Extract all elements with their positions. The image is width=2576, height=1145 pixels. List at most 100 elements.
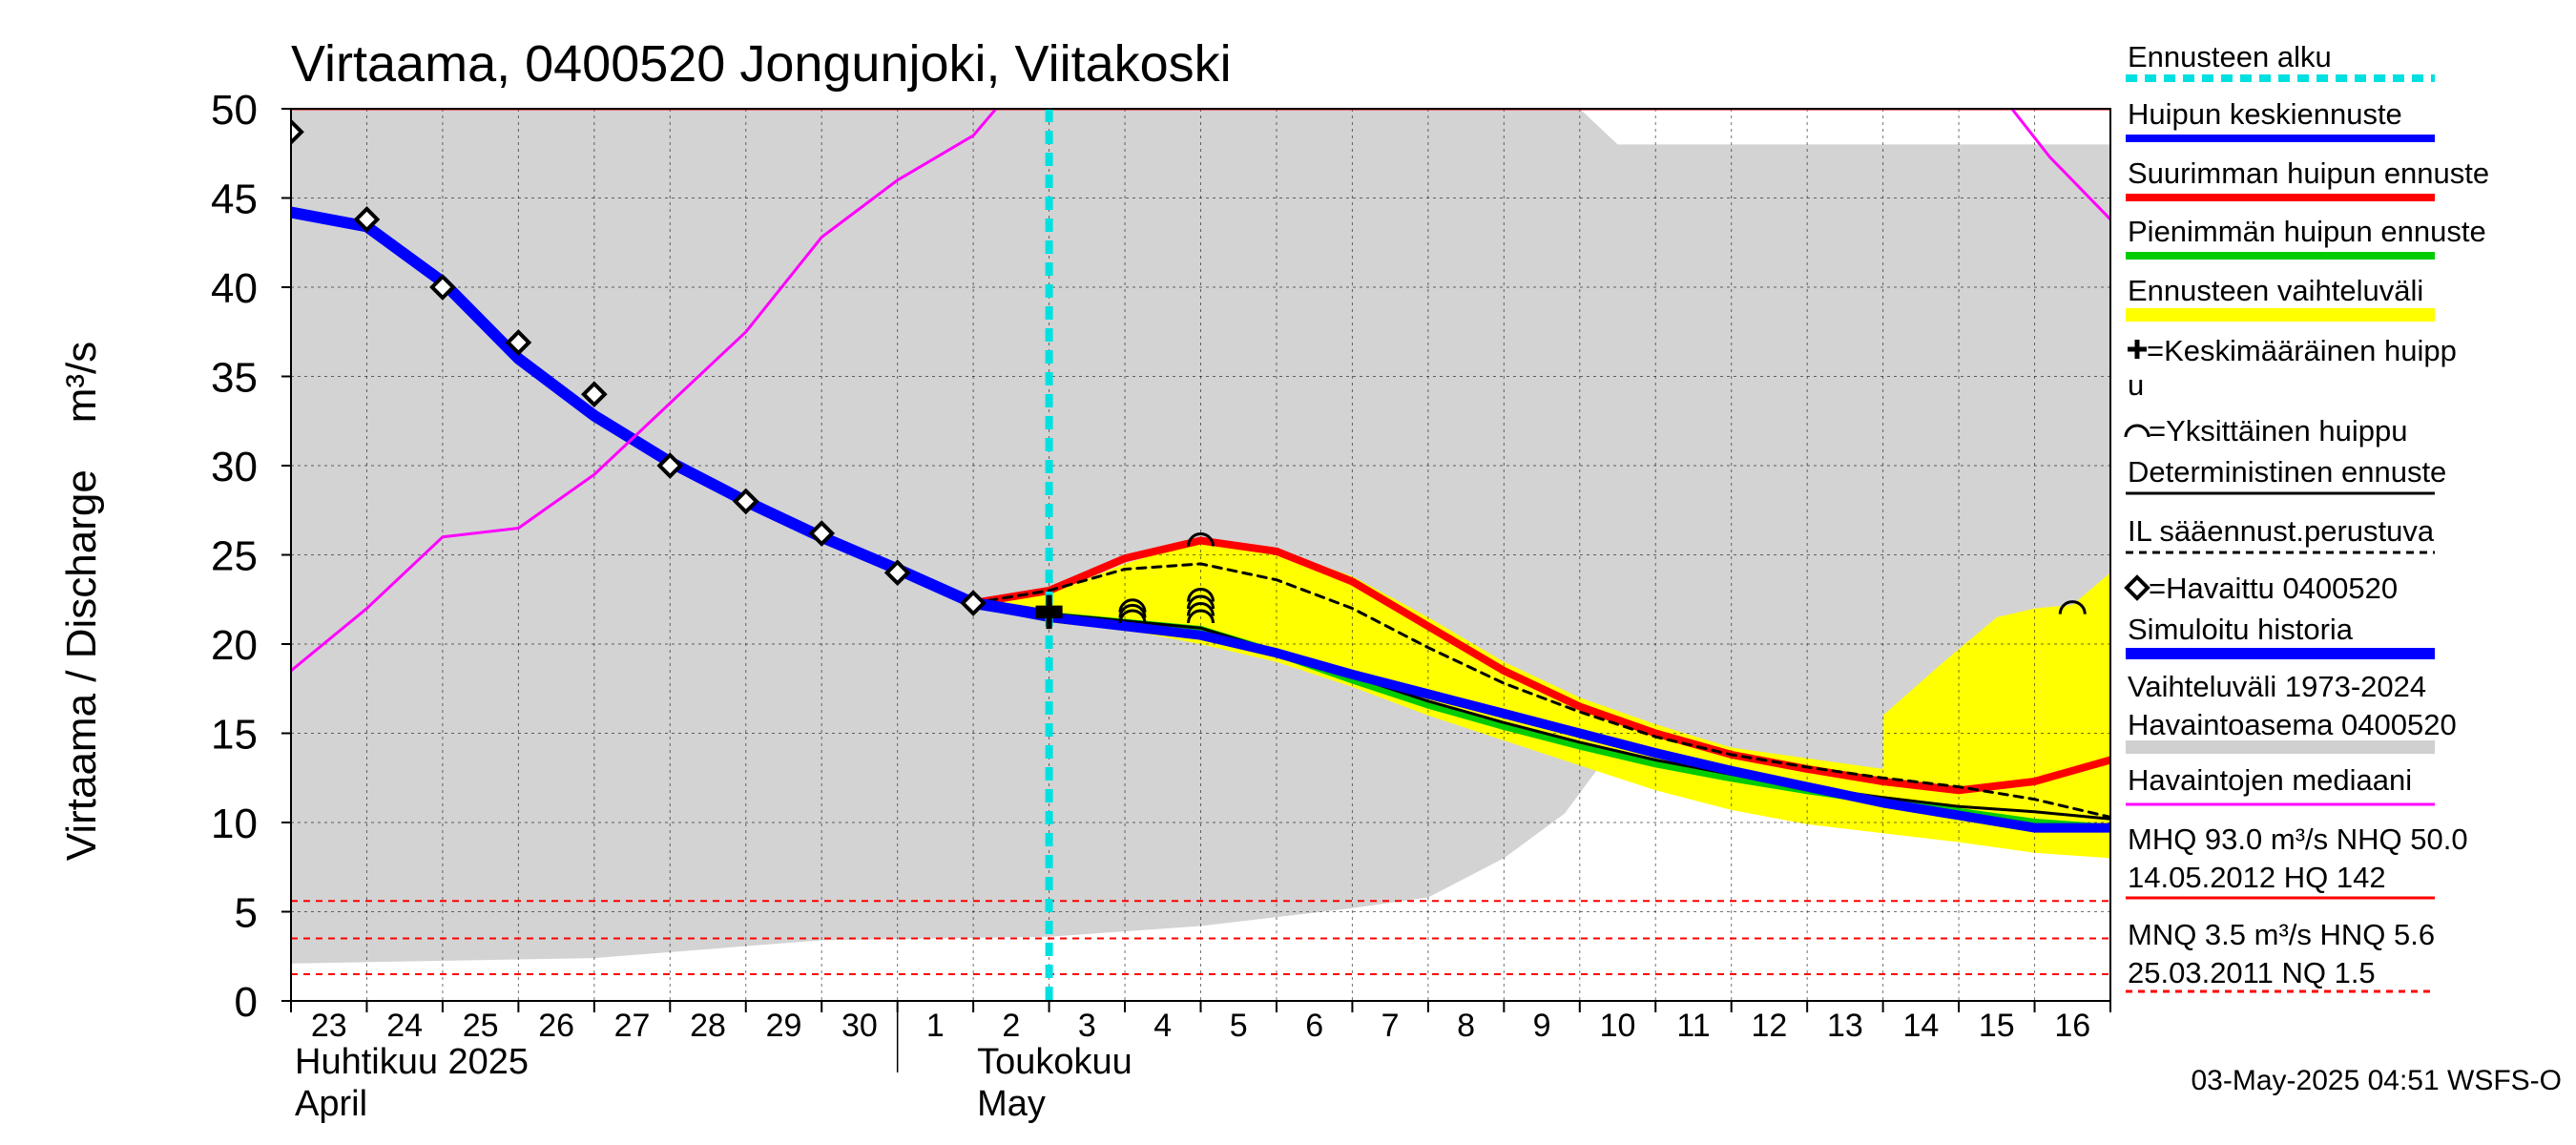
legend-item: Vaihteluväli 1973-2024 Havaintoasema 040…	[2126, 670, 2457, 754]
legend-plus-icon	[2128, 340, 2147, 359]
footer-timestamp: 03-May-2025 04:51 WSFS-O	[2192, 1065, 2563, 1096]
observed-point	[960, 590, 987, 616]
legend-label: =Yksittäinen huippu	[2149, 414, 2407, 448]
y-tick-label: 50	[211, 87, 258, 134]
observed-point	[656, 452, 684, 479]
single-peak-mark	[2058, 600, 2087, 614]
legend-item: Pienimmän huipun ennuste	[2126, 215, 2486, 260]
single-peak-mark	[1187, 601, 1215, 616]
observed-point	[732, 488, 759, 515]
legend-item: Ennusteen alku	[2126, 40, 2435, 82]
series-line	[971, 601, 2110, 821]
series-line	[969, 536, 2110, 795]
legend-item: Simuloitu historia	[2126, 613, 2435, 659]
legend-label: IL sääennust.perustuva	[2128, 514, 2435, 548]
observed-point	[291, 118, 304, 146]
x-tick-label: 13	[1827, 1008, 1863, 1044]
y-tick-label: 15	[211, 712, 258, 759]
series-line	[2010, 109, 2110, 221]
legend-label-line2: u	[2128, 368, 2144, 402]
observed-point	[429, 274, 456, 301]
y-tick-label: 0	[235, 979, 258, 1026]
legend-item: Huipun keskiennuste	[2126, 97, 2435, 142]
x-tick-label: 24	[386, 1008, 423, 1044]
legend-item: Deterministinen ennuste	[2126, 455, 2446, 495]
legend-item: Suurimman huipun ennuste	[2126, 156, 2489, 201]
single-peak-mark	[1118, 609, 1147, 624]
legend-label: Pienimmän huipun ennuste	[2128, 215, 2486, 248]
series-line	[971, 562, 2110, 819]
x-tick-label: 1	[926, 1008, 945, 1044]
x-tick-label: 30	[841, 1008, 878, 1044]
y-tick-label: 35	[211, 355, 258, 402]
x-tick-label: 4	[1153, 1008, 1172, 1044]
plot-content	[291, 109, 2110, 1001]
plot-area	[290, 108, 2111, 1002]
legend-label: MNQ 3.5 m³/s HNQ 5.6	[2128, 918, 2435, 951]
chart-title: Virtaama, 0400520 Jongunjoki, Viitakoski	[291, 35, 1232, 93]
legend-item: Ennusteen vaihteluväli	[2126, 274, 2435, 322]
observed-point	[505, 329, 532, 356]
legend-label-line2: Havaintoasema 0400520	[2128, 708, 2457, 741]
y-axis: 0 5 10 15 20 25 30 35 40 45 50	[211, 87, 291, 1026]
legend-label: Vaihteluväli 1973-2024	[2128, 670, 2426, 703]
x-tick-label: 6	[1305, 1008, 1323, 1044]
legend: Ennusteen alku Huipun keskiennuste Suurimm…	[2124, 40, 2489, 993]
observed-point	[353, 206, 381, 233]
single-peak-mark	[1187, 609, 1215, 624]
month-label: Toukokuu	[977, 1042, 1132, 1082]
series-line	[291, 109, 998, 673]
legend-item: MNQ 3.5 m³/s HNQ 5.6 25.03.2011 NQ 1.5	[2126, 918, 2435, 993]
legend-label: Ennusteen vaihteluväli	[2128, 274, 2423, 307]
x-tick-label: 10	[1600, 1008, 1636, 1044]
series-line	[968, 598, 2110, 833]
x-tick-label: 27	[614, 1008, 651, 1044]
y-axis-label: Virtaama / Discharge m³/s	[58, 342, 105, 861]
single-peak-mark	[1187, 594, 1215, 610]
legend-label-line2: 25.03.2011 NQ 1.5	[2128, 956, 2376, 989]
y-tick-label: 20	[211, 622, 258, 669]
legend-label-line2: 14.05.2012 HQ 142	[2128, 861, 2386, 894]
month-label: Huhtikuu 2025	[295, 1042, 529, 1082]
y-tick-label: 40	[211, 265, 258, 312]
y-tick-label: 45	[211, 177, 258, 223]
legend-label: Simuloitu historia	[2128, 613, 2354, 646]
x-tick-label: 5	[1230, 1008, 1248, 1044]
single-peak-mark	[1187, 588, 1215, 602]
legend-label: Suurimman huipun ennuste	[2128, 156, 2489, 190]
legend-item: =Keskimääräinen huippu	[2128, 334, 2457, 402]
legend-item: Havaintojen mediaani	[2126, 763, 2435, 806]
legend-arc-icon	[2124, 424, 2150, 438]
observed-point	[581, 381, 608, 408]
x-tick-label: 15	[1979, 1008, 2015, 1044]
x-tick-label: 16	[2054, 1008, 2090, 1044]
x-tick-label: 14	[1902, 1008, 1939, 1044]
legend-label: =Havaittu 0400520	[2149, 572, 2398, 605]
x-tick-label: 26	[538, 1008, 574, 1044]
legend-item: MHQ 93.0 m³/s NHQ 50.0 14.05.2012 HQ 142	[2126, 822, 2468, 900]
x-tick-label: 25	[463, 1008, 499, 1044]
month-label-en: April	[295, 1084, 367, 1124]
legend-item: IL sääennust.perustuva	[2126, 514, 2435, 554]
x-tick-label: 12	[1752, 1008, 1788, 1044]
legend-label: Havaintojen mediaani	[2128, 763, 2412, 797]
legend-diamond-icon	[2124, 574, 2150, 601]
observed-point	[808, 520, 836, 547]
single-peak-mark	[1118, 603, 1147, 618]
x-tick-label: 8	[1457, 1008, 1475, 1044]
y-tick-label: 5	[235, 890, 258, 937]
x-tick-label: 7	[1381, 1008, 1400, 1044]
x-tick-label: 3	[1078, 1008, 1096, 1044]
x-tick-label: 11	[1676, 1008, 1710, 1044]
single-peak-mark	[1118, 598, 1147, 613]
legend-label: =Keskimääräinen huipp	[2147, 334, 2457, 367]
month-label-en: May	[977, 1084, 1046, 1124]
x-tick-label: 29	[766, 1008, 802, 1044]
y-tick-label: 25	[211, 533, 258, 580]
x-tick-label: 9	[1533, 1008, 1551, 1044]
x-tick-label: 2	[1002, 1008, 1020, 1044]
single-peak-mark	[1187, 532, 1215, 547]
mean-peak-mark	[1035, 602, 1063, 630]
legend-item: =Yksittäinen huippu	[2124, 414, 2407, 448]
